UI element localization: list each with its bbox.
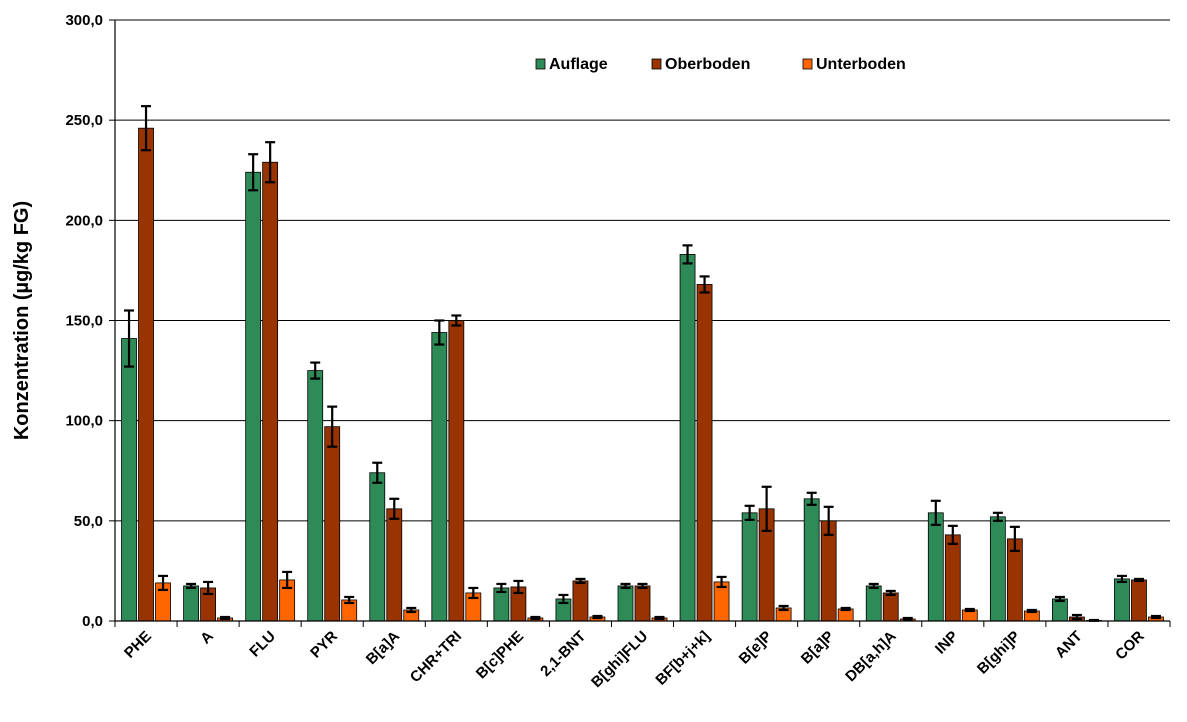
tick-labels: 0,0 50,0 100,0 150,0 200,0 250,0 300,0 PHE A FLU P… [65,12,1147,691]
bar-auflage-9 [679,253,696,622]
bar-oberboden-8 [634,585,651,622]
bar-auflage-10 [741,512,758,622]
bar-auflage-15 [1052,598,1068,622]
legend-label-oberboden: Oberboden [665,56,750,73]
bar-auflage-8 [617,585,634,622]
y-tick-label: 250,0 [65,112,103,129]
legend-swatch-unterboden [802,58,813,70]
x-tick-label: DB[a,h]A [842,628,900,686]
bar-auflage-14 [989,516,1006,622]
y-tick-label: 50,0 [74,513,103,530]
legend-swatch-oberboden [651,58,662,70]
x-tick-label: BF[b+j+k] [652,628,713,689]
x-tick-label: B[ghi]P [974,628,1024,678]
y-tick-label: 150,0 [65,313,103,330]
bar-auflage-11 [803,498,820,622]
legend: Auflage Oberboden Unterboden [535,56,906,73]
y-tick-label: 0,0 [82,613,103,630]
x-tick-label: B[c]PHE [473,628,527,682]
x-tick-label: A [197,628,217,648]
bar-auflage-12 [865,585,882,622]
bar-auflage-2 [245,171,262,622]
legend-label-unterboden: Unterboden [816,56,906,73]
bar-oberboden-7 [572,580,589,622]
bar-oberboden-0 [138,127,154,622]
x-tick-label: FLU [246,628,279,661]
x-tick-label: INP [932,628,962,658]
x-tick-label: B[ghi]FLU [588,628,651,691]
bar-auflage-13 [927,512,944,622]
x-tick-label: ANT [1052,628,1086,662]
bar-oberboden-4 [386,508,403,622]
y-tick-label: 200,0 [65,212,103,229]
bar-auflage-3 [307,370,324,622]
legend-label-auflage: Auflage [549,56,608,73]
x-tick-label: 2,1-BNT [537,628,589,680]
bar-auflage-1 [183,585,199,622]
bar-oberboden-16 [1131,579,1147,622]
bar-oberboden-12 [882,592,899,622]
bar-oberboden-2 [262,161,279,622]
x-tick-label: B[a]A [363,628,403,668]
legend-swatch-auflage [535,58,546,70]
x-tick-label: PYR [307,628,341,662]
bar-oberboden-5 [448,320,465,622]
y-axis-title: Konzentration (µg/kg FG) [11,201,33,440]
bar-oberboden-3 [324,426,341,622]
y-tick-label: 100,0 [65,413,103,430]
bar-auflage-5 [431,332,448,622]
x-tick-label: COR [1112,628,1148,664]
axes [109,19,1171,627]
bars [121,105,1164,622]
bar-auflage-0 [121,338,137,622]
x-tick-label: B[e]P [736,628,776,668]
y-tick-label: 300,0 [65,12,103,29]
x-tick-label: PHE [121,628,155,662]
bar-auflage-16 [1114,578,1130,622]
x-tick-label: CHR+TRI [407,628,465,686]
bar-oberboden-13 [944,534,961,622]
bar-auflage-4 [369,472,386,622]
x-tick-label: B[a]P [798,628,838,668]
bar-oberboden-9 [696,284,713,622]
